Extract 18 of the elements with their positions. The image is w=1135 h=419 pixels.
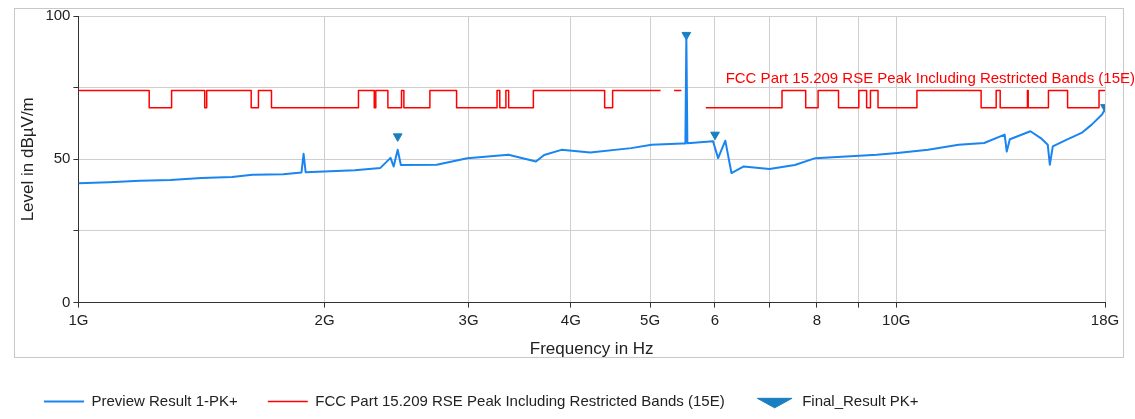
x-tick-label: 10G [882,310,911,328]
x-tick-label: 1G [68,310,89,328]
x-axis-title: Frequency in Hz [529,339,654,359]
y-tick-label: 100 [45,6,71,24]
y-tick-label: 50 [53,149,71,167]
legend-label: FCC Part 15.209 RSE Peak Including Restricted Bands (15E) [315,391,725,409]
legend-label: Preview Result 1-PK+ [91,391,239,409]
x-tick-label: 3G [458,310,479,328]
x-tick-label: 18G [1090,310,1120,328]
y-axis-title: Level in dBµV/m [17,97,37,222]
annotation: FCC Part 15.209 RSE Peak Including Restricted Bands (15E) [725,69,1135,87]
x-tick-label: 5G [640,310,661,328]
x-tick-label: 2G [314,310,335,328]
x-tick-label: 6 [710,310,719,328]
x-tick-label: 4G [560,310,581,328]
x-tick-label: 8 [812,310,822,328]
legend-label: Final_Result PK+ [802,391,919,409]
y-tick-label: 0 [62,292,71,310]
